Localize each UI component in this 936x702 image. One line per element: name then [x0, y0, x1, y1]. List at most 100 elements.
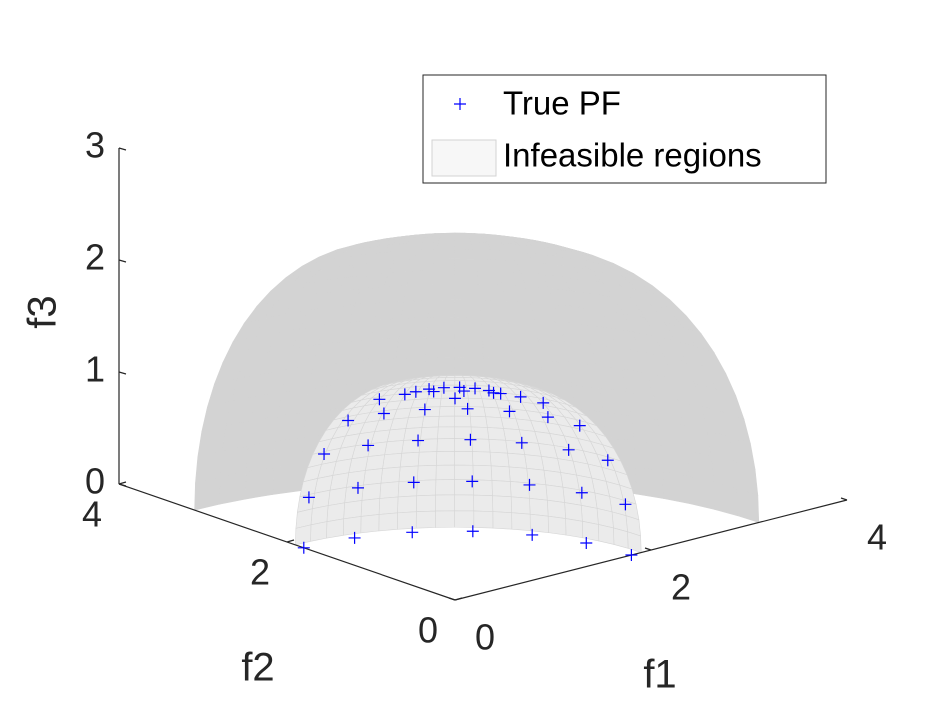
infeasible-surface [454, 380, 467, 386]
infeasible-surface [399, 451, 420, 468]
infeasible-surface [473, 494, 494, 512]
pf-point [464, 433, 477, 446]
infeasible-surface [361, 482, 382, 501]
infeasible-surface [454, 299, 482, 318]
infeasible-surface [454, 438, 473, 452]
infeasible-surface [454, 270, 479, 285]
infeasible-surface [454, 451, 474, 466]
infeasible-surface [635, 466, 664, 499]
infeasible-surface [272, 463, 303, 495]
infeasible-surface [427, 299, 455, 319]
pf-point [503, 405, 516, 418]
x-axis-label: f1 [643, 653, 676, 697]
pf-point [362, 439, 375, 452]
pf-point [482, 384, 495, 397]
infeasible-surface [568, 362, 601, 389]
infeasible-surface [403, 427, 423, 441]
infeasible-surface [367, 337, 399, 361]
z-tick [118, 483, 127, 487]
infeasible-surface [274, 412, 306, 442]
infeasible-surface [431, 258, 455, 272]
infeasible-surface [527, 482, 548, 501]
z-tick-label: 1 [85, 349, 105, 390]
legend-label: True PF [503, 85, 621, 122]
infeasible-surface [370, 318, 402, 340]
pf-point [302, 491, 315, 504]
infeasible-surface [415, 510, 436, 529]
pf-point [427, 385, 440, 398]
infeasible-surface [454, 336, 484, 359]
infeasible-surface [397, 511, 417, 530]
pf-point [351, 481, 364, 494]
infeasible-surface [543, 469, 564, 488]
infeasible-surface [483, 406, 502, 418]
infeasible-surface [546, 499, 566, 519]
infeasible-surface [272, 437, 304, 468]
infeasible-surface [397, 495, 417, 514]
z-tick-label: 2 [85, 237, 105, 278]
z-tick-label: 0 [85, 461, 105, 502]
infeasible-surface [524, 454, 545, 471]
infeasible-surface [440, 390, 456, 399]
infeasible-surface [474, 258, 500, 272]
infeasible-surface [582, 520, 600, 542]
infeasible-surface [426, 317, 455, 338]
infeasible-surface [454, 464, 474, 481]
pf-point [342, 414, 355, 427]
infeasible-surface [437, 415, 455, 428]
pf-point [515, 436, 528, 449]
pf-point [514, 390, 527, 403]
pf-point [487, 386, 500, 399]
infeasible-surface [547, 515, 567, 536]
infeasible-surface [437, 426, 455, 440]
infeasible-surface [365, 358, 397, 384]
infeasible-surface [245, 441, 276, 473]
y-tick [286, 539, 295, 543]
pf-point [562, 443, 575, 456]
infeasible-surface [364, 454, 385, 471]
z-tick-label: 3 [85, 125, 105, 166]
infeasible-surface [470, 426, 490, 440]
z-tick [118, 147, 127, 151]
infeasible-surface [454, 426, 473, 440]
infeasible-surface [435, 510, 455, 528]
infeasible-surface [492, 495, 512, 514]
y-axis-label: f2 [241, 646, 274, 690]
pf-point [423, 383, 436, 396]
pf-point [318, 447, 331, 460]
infeasible-surface [476, 270, 503, 286]
pf-point [580, 537, 593, 550]
infeasible-surface [428, 283, 455, 301]
pf-point [625, 549, 638, 561]
pf-point [406, 526, 419, 539]
infeasible-surface [435, 464, 455, 481]
pf-point [466, 525, 479, 538]
infeasible-surface [444, 377, 456, 381]
pf-point [573, 419, 586, 432]
pf-point [373, 393, 386, 406]
infeasible-surface [529, 497, 549, 517]
y-tick-label: 4 [82, 494, 102, 535]
infeasible-surface [435, 241, 455, 250]
x-tick-label: 4 [867, 517, 887, 558]
pf-point [494, 387, 507, 400]
infeasible-surface [521, 441, 542, 457]
infeasible-surface [471, 438, 491, 453]
x-tick-label: 2 [671, 567, 691, 608]
x-tick [840, 497, 848, 501]
infeasible-surface [396, 336, 427, 360]
infeasible-surface [510, 496, 531, 515]
infeasible-surface [454, 390, 469, 399]
z-axis-label: f3 [21, 295, 65, 328]
pf-point [449, 392, 461, 405]
infeasible-surface [336, 360, 369, 386]
infeasible-surface [472, 464, 493, 481]
z-tick [118, 259, 127, 263]
infeasible-surface [360, 514, 380, 534]
infeasible-surface [482, 336, 513, 360]
infeasible-surface [400, 299, 430, 320]
infeasible-surface [540, 360, 573, 386]
pf-point [407, 476, 420, 489]
infeasible-surface [564, 502, 583, 522]
